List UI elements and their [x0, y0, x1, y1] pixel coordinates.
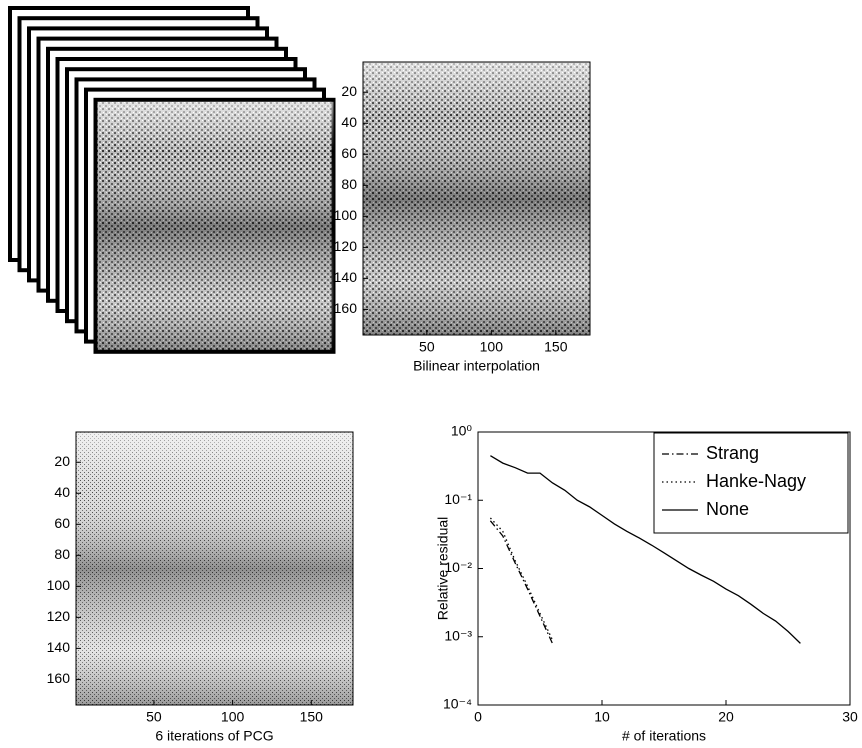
- y-tick-label: 10⁻¹: [444, 491, 472, 507]
- axes-box: [75, 431, 354, 706]
- y-tick-label: 20: [341, 83, 357, 99]
- legend-label: Strang: [706, 443, 759, 463]
- x-tick-label: 10: [594, 709, 610, 725]
- x-axis-label: # of iterations: [622, 728, 706, 744]
- series-line: [489, 520, 553, 644]
- y-tick-label: 120: [334, 238, 358, 254]
- legend-box: [653, 432, 849, 534]
- x-tick-label: 150: [300, 709, 324, 725]
- y-tick-label: 100: [334, 207, 358, 223]
- y-tick-label: 80: [341, 176, 357, 192]
- series-line: [489, 517, 553, 641]
- x-tick-label: 50: [146, 709, 162, 725]
- y-axis-label: Relative residual: [435, 517, 451, 621]
- y-tick-label: 140: [334, 269, 358, 285]
- x-axis-label: 6 iterations of PCG: [155, 728, 273, 744]
- y-tick-label: 10⁰: [451, 423, 473, 439]
- x-tick-label: 150: [544, 339, 568, 355]
- legend-label: Hanke-Nagy: [706, 471, 806, 491]
- y-tick-label: 160: [47, 670, 71, 686]
- image-shade: [363, 62, 590, 335]
- y-tick-label: 60: [54, 515, 70, 531]
- x-tick-label: 50: [419, 339, 435, 355]
- y-tick-label: 120: [47, 608, 71, 624]
- y-tick-label: 80: [54, 546, 70, 562]
- y-tick-label: 100: [47, 577, 71, 593]
- x-tick-label: 30: [842, 709, 858, 725]
- image-stack: [8, 6, 336, 354]
- y-tick-label: 40: [54, 484, 70, 500]
- legend-label: None: [706, 499, 749, 519]
- y-tick-label: 20: [54, 453, 70, 469]
- x-tick-label: 0: [474, 709, 482, 725]
- y-tick-label: 60: [341, 145, 357, 161]
- x-tick-label: 100: [480, 339, 504, 355]
- stack-shade: [97, 101, 334, 352]
- y-tick-label: 40: [341, 114, 357, 130]
- y-tick-label: 10⁻⁴: [443, 696, 472, 712]
- x-axis-label: Bilinear interpolation: [413, 358, 540, 374]
- series-line: [490, 455, 801, 644]
- y-tick-label: 140: [47, 639, 71, 655]
- image-shade: [76, 432, 353, 705]
- y-tick-label: 10⁻³: [444, 627, 472, 643]
- axes-box: [362, 61, 591, 336]
- y-tick-label: 160: [334, 300, 358, 316]
- x-tick-label: 20: [718, 709, 734, 725]
- y-tick-label: 10⁻²: [444, 559, 472, 575]
- x-tick-label: 100: [221, 709, 245, 725]
